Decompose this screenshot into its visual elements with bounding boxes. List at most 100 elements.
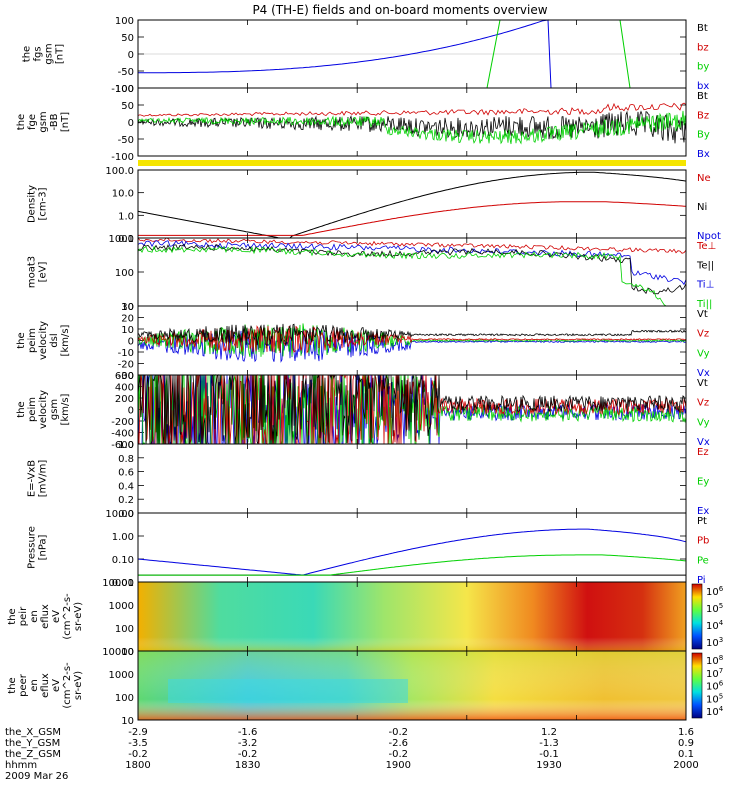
legend-entry: bx: [697, 81, 709, 92]
by-line: [619, 19, 631, 89]
colorbar-tick-label: 107: [706, 667, 723, 680]
y-tick-label: 0: [128, 118, 134, 129]
y-tick-label: -10: [118, 348, 134, 359]
vx-line: [137, 327, 687, 363]
colorbar-tick-label: 106: [706, 680, 724, 693]
y-tick-label: -600: [111, 440, 134, 451]
x-axis-row-value: -1.3: [539, 738, 559, 749]
y-tick-label: 10: [121, 302, 134, 313]
legend-entry: Bt: [697, 23, 708, 34]
y-axis-label-line: [cm-3]: [38, 187, 49, 220]
plot-title: P4 (TH-E) fields and on-board moments ov…: [252, 3, 547, 17]
y-tick-label: 10: [121, 325, 134, 336]
legend-entry: Pt: [697, 516, 707, 527]
x-axis-row-value: 1900: [386, 760, 411, 771]
x-axis-row-value: 0.9: [678, 738, 694, 749]
y-axis-label-line: peir: [18, 606, 29, 626]
x-axis-row-value: -2.6: [389, 738, 409, 749]
bz-line: [137, 102, 687, 117]
colorbar-tick-label: 108: [706, 654, 723, 667]
colorbar-tick-label: 105: [706, 602, 723, 615]
y-axis-label-line: [mV/m]: [38, 460, 49, 498]
y-axis-label: E=-VxB[mV/m]: [27, 460, 49, 498]
y-axis-label: moat3[eV]: [27, 256, 49, 288]
colorbar-tick-base: 10: [706, 707, 719, 718]
y-axis-label-line: peer: [18, 673, 29, 697]
ti-perp-line: [137, 240, 687, 286]
y-axis-label-line: [km/s]: [60, 393, 71, 425]
y-tick-label: 10000: [102, 578, 134, 589]
legend-entry: Te||: [696, 260, 714, 271]
colorbar-tick-exp: 6: [719, 585, 724, 593]
y-axis-label-line: (cm^2-s-: [62, 662, 73, 709]
y-tick-label: 1000: [109, 670, 134, 681]
y-axis-label-line: dsl: [49, 333, 60, 347]
panel-frame: [137, 443, 687, 514]
y-tick-label: 20: [121, 314, 134, 325]
y-tick-label: 400: [115, 383, 134, 394]
y-axis-label-line: fgs: [33, 46, 44, 61]
panel-spec_ele: thepeerenefluxeV(cm^2-s-sr-eV) 10000 1000 1…: [7, 647, 724, 727]
y-tick-label: 1000: [109, 234, 134, 245]
y-axis-label-line: Density: [27, 185, 38, 223]
legend-entry: Vx: [697, 368, 710, 379]
y-tick-label: -200: [111, 417, 134, 428]
y-tick-label: 0.2: [118, 495, 134, 506]
y-tick-label: -100: [111, 152, 134, 163]
legend-entry: Ti||: [696, 299, 712, 310]
colorbar: [691, 583, 703, 650]
y-tick-label: 0.8: [118, 454, 134, 465]
electron-spectrogram-core: [168, 679, 408, 703]
x-axis-row-value: -0.2: [389, 749, 409, 760]
vz-line: [137, 325, 687, 354]
y-axis-label-line: velocity: [38, 390, 49, 429]
vx-line: [137, 374, 687, 445]
ni-line: [137, 171, 687, 239]
colorbar-tick-base: 10: [706, 669, 719, 680]
y-axis-label-line: velocity: [38, 321, 49, 360]
y-tick-label: -50: [118, 135, 134, 146]
y-tick-label: -30: [118, 371, 134, 382]
colorbar-tick-label: 103: [706, 636, 723, 649]
y-axis-label: thepeimvelocitydsl[km/s]: [16, 321, 71, 360]
y-axis-label-line: the: [22, 46, 33, 62]
colorbar-tick-exp: 5: [719, 692, 723, 700]
colorbar-tick-base: 10: [706, 656, 719, 667]
x-axis-row-value: 1800: [125, 760, 150, 771]
x-axis-row-value: -2.9: [128, 727, 148, 738]
legend-entry: Vz: [697, 398, 709, 409]
y-tick-label: 50: [121, 101, 134, 112]
legend-entry: Vt: [697, 309, 708, 320]
colorbar-tick-exp: 7: [719, 667, 723, 675]
y-axis-label: thefgegsm-BB[nT]: [16, 111, 71, 132]
legend-entry: Vt: [697, 378, 708, 389]
x-axis-row-label: the_X_GSM: [5, 727, 61, 738]
quality-bar: [138, 160, 686, 166]
x-axis-row-value: 1930: [536, 760, 561, 771]
y-tick-label: 1000: [109, 601, 134, 612]
panel-fge: thefgegsm-BB[nT] 100 50 0 -50 -100 Bt Bz By Bx: [16, 84, 710, 166]
legend-entry: Ez: [697, 447, 709, 458]
legend-entry: Ni: [697, 202, 707, 213]
y-axis-label-line: eflux: [40, 673, 51, 698]
colorbar-tick-base: 10: [706, 621, 719, 632]
y-axis-label-line: gsm: [49, 399, 60, 420]
colorbar-tick-label: 105: [706, 692, 723, 705]
x-axis-row-value: 0.1: [678, 749, 694, 760]
y-axis-label: thepeimvelocitygsm[km/s]: [16, 390, 71, 429]
colorbar-tick-base: 10: [706, 587, 719, 598]
y-axis-label-line: the: [7, 677, 18, 693]
y-axis-label-line: gsm: [44, 43, 55, 64]
legend-entry: Bx: [697, 149, 710, 160]
pi-line: [137, 528, 687, 576]
x-axis-row-value: -0.2: [389, 727, 409, 738]
x-axis-row-label: hhmm: [5, 760, 37, 771]
legend-entry: Vy: [697, 417, 710, 428]
y-tick-label: 0: [128, 50, 134, 61]
y-tick-label: 100.0: [105, 166, 134, 177]
y-tick-label: 30: [121, 302, 134, 313]
y-axis-label-line: gsm: [38, 111, 49, 132]
y-tick-label: 0.01: [112, 578, 134, 589]
y-axis-label-line: en: [29, 679, 40, 692]
